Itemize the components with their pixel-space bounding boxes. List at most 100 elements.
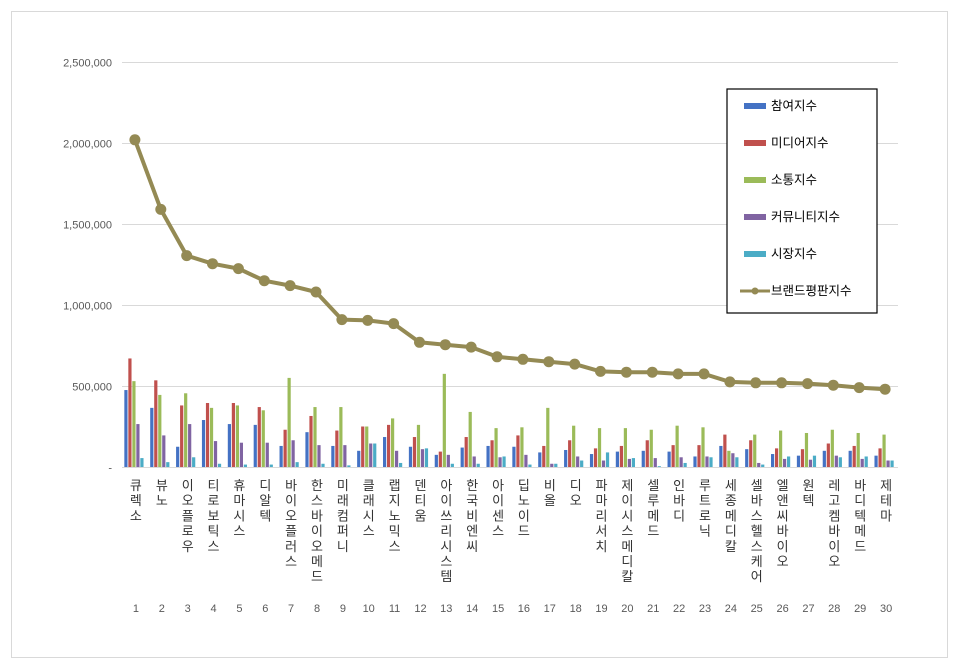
line-point: [879, 383, 891, 395]
line-point: [336, 314, 348, 326]
bar-4: [601, 460, 606, 467]
rank-label: 13: [440, 603, 452, 615]
bar-2: [645, 440, 649, 467]
bar-2: [723, 434, 727, 467]
rank-label: 3: [185, 603, 191, 615]
bar-4: [783, 458, 787, 467]
bar-4: [395, 450, 399, 467]
bar-4: [420, 449, 425, 467]
bar-1: [305, 432, 309, 467]
bar-1: [641, 450, 645, 467]
bar-2: [593, 448, 598, 467]
rank-label: 4: [210, 603, 216, 615]
bar-5: [347, 465, 351, 467]
line-point: [827, 379, 839, 391]
bar-5: [735, 457, 739, 467]
rank-label: 29: [854, 603, 866, 615]
bar-2: [128, 358, 132, 467]
bar-1: [796, 455, 801, 467]
bar-4: [446, 454, 450, 467]
rank-label: 6: [262, 603, 268, 615]
bar-2: [826, 443, 830, 467]
rank-label: 30: [880, 603, 892, 615]
bar-2: [231, 403, 235, 467]
rank-label: 19: [595, 603, 607, 615]
bar-4: [265, 442, 269, 467]
bar-5: [683, 462, 687, 467]
bar-4: [653, 458, 657, 467]
bar-2: [438, 451, 442, 467]
rank-label: 7: [288, 603, 294, 615]
legend-label: 브랜드평판지수: [771, 283, 852, 298]
bar-5: [605, 452, 610, 467]
bar-3: [442, 373, 446, 467]
bar-5: [424, 448, 429, 467]
y-tick-label: -: [108, 463, 112, 475]
bar-5: [399, 462, 403, 467]
bar-1: [460, 447, 464, 467]
legend-label: 소통지수: [771, 172, 817, 187]
legend-swatch: [744, 214, 766, 220]
bar-2: [671, 445, 675, 467]
bar-1: [124, 390, 128, 467]
bar-1: [589, 454, 594, 467]
bar-1: [176, 446, 180, 467]
line-point: [388, 318, 400, 330]
rank-label: 16: [518, 603, 530, 615]
bar-4: [860, 458, 864, 467]
bar-4: [550, 463, 554, 467]
y-tick-label: 2,000,000: [63, 139, 112, 151]
legend-label: 미디어지수: [771, 135, 829, 150]
bar-3: [520, 427, 524, 467]
bar-2: [412, 437, 417, 467]
bar-4: [524, 454, 528, 467]
rank-label: 1: [133, 603, 139, 615]
line-point: [310, 286, 322, 298]
bar-3: [546, 407, 550, 467]
bar-2: [749, 440, 753, 467]
line-point: [155, 203, 167, 215]
line-point: [543, 356, 555, 368]
bar-5: [450, 463, 454, 467]
bar-4: [162, 435, 166, 467]
bar-3: [701, 427, 705, 467]
x-axis-categories: 큐 렉 소 뷰 노 이 오 플 로 우 티 로 보 틱 스 휴 마 시 스 디 알 텍 바 이 오 플 러 스 한 스 바 이 오 메 드 미 래 컴 퍼 니…: [130, 479, 892, 585]
bar-2: [361, 426, 365, 467]
legend-line-marker: [751, 287, 759, 295]
legend-swatch: [744, 177, 766, 183]
line-point: [232, 263, 244, 275]
bar-5: [476, 463, 480, 467]
line-point: [698, 368, 710, 380]
bar-1: [227, 424, 231, 467]
bar-4: [834, 455, 838, 467]
rank-label: 14: [466, 603, 478, 615]
bar-1: [667, 451, 671, 467]
rank-label: 2: [159, 603, 165, 615]
rank-label: 5: [236, 603, 242, 615]
total-line: [129, 134, 891, 395]
bar-1: [408, 446, 413, 467]
legend-swatch: [744, 251, 766, 257]
bar-4: [317, 445, 321, 467]
bar-5: [140, 458, 144, 467]
rank-label: 15: [492, 603, 504, 615]
bar-2: [516, 435, 520, 467]
bar-2: [852, 445, 856, 467]
bar-5: [243, 464, 247, 467]
bar-3: [727, 450, 731, 467]
bar-2: [387, 424, 391, 467]
bar-2: [490, 440, 494, 467]
bar-5: [812, 455, 817, 467]
bar-3: [675, 425, 679, 467]
bar-1: [822, 450, 826, 467]
